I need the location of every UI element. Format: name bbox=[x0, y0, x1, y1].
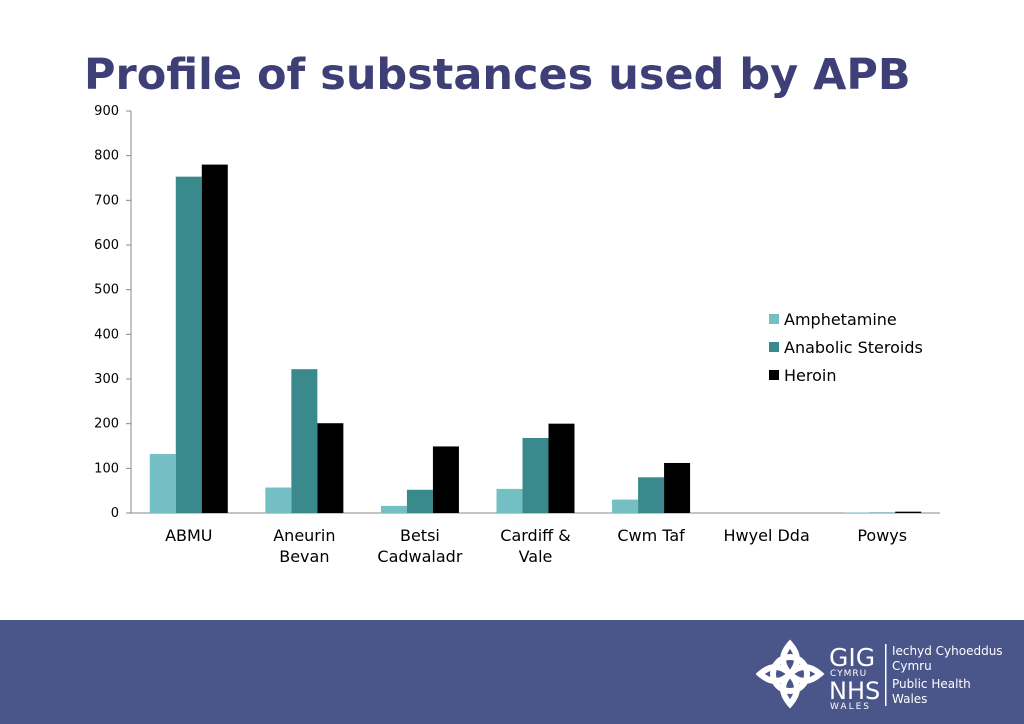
y-tick-label: 700 bbox=[94, 193, 119, 208]
logo-text-cymru: Cymru bbox=[892, 659, 932, 673]
bar-anabolic-steroids bbox=[175, 176, 202, 513]
category-label-line: Bevan bbox=[279, 547, 329, 566]
bar-heroin bbox=[317, 423, 344, 513]
bar-heroin bbox=[664, 462, 691, 513]
category-label: Hwyel Dda bbox=[724, 526, 810, 545]
logo-gig: GIG bbox=[829, 643, 875, 672]
category-label-line: ABMU bbox=[165, 526, 212, 545]
y-tick-label: 600 bbox=[94, 238, 119, 253]
legend-swatch bbox=[769, 370, 779, 380]
y-tick-label: 100 bbox=[94, 461, 119, 476]
bar-heroin bbox=[432, 446, 459, 513]
logo-text-wales: Wales bbox=[892, 692, 927, 706]
logo-wales: WALES bbox=[830, 702, 871, 712]
bar-amphetamine bbox=[612, 499, 639, 513]
footer-band bbox=[0, 620, 1024, 724]
logo-nhs: NHS bbox=[829, 677, 880, 705]
category-label-line: Cwm Taf bbox=[617, 526, 685, 545]
logo-cymru: CYMRU bbox=[830, 669, 867, 679]
bar-chart: 0 100 200 300 400 500 600 700 800 900 ABMU Aneurin… bbox=[94, 104, 940, 566]
logo-text-public-health: Public Health bbox=[892, 677, 971, 691]
category-label-line: Hwyel Dda bbox=[724, 526, 810, 545]
category-label-line: Cardiff & bbox=[500, 526, 570, 545]
bar-anabolic-steroids bbox=[406, 489, 433, 513]
legend-label: Heroin bbox=[784, 366, 836, 385]
celtic-knot-icon bbox=[756, 639, 825, 709]
category-label: Powys bbox=[857, 526, 907, 545]
public-health-wales-logo: GIG CYMRU NHS WALES Iechyd Cyhoeddus Cym… bbox=[756, 639, 1003, 712]
bar-amphetamine bbox=[380, 505, 407, 513]
logo-text-iechyd: Iechyd Cyhoeddus bbox=[892, 644, 1003, 658]
y-tick-label: 200 bbox=[94, 417, 119, 432]
bar-heroin bbox=[201, 164, 228, 513]
y-tick-label: 900 bbox=[94, 104, 119, 119]
bar-amphetamine bbox=[265, 487, 292, 513]
y-tick-label: 0 bbox=[111, 506, 119, 521]
bar-heroin bbox=[548, 423, 575, 513]
category-labels: ABMU Aneurin Bevan Betsi Cadwaladr Cardiff & V… bbox=[165, 526, 907, 566]
bar-heroin bbox=[895, 511, 922, 513]
bar-anabolic-steroids bbox=[638, 477, 665, 513]
y-tick-label: 500 bbox=[94, 283, 119, 298]
legend-label: Amphetamine bbox=[784, 310, 897, 329]
legend-swatch bbox=[769, 314, 779, 324]
bar-anabolic-steroids bbox=[291, 369, 318, 513]
category-label: Cwm Taf bbox=[617, 526, 685, 545]
bar-amphetamine bbox=[149, 454, 176, 513]
category-label: ABMU bbox=[165, 526, 212, 545]
category-label-line: Cadwaladr bbox=[377, 547, 462, 566]
category-label-line: Aneurin bbox=[273, 526, 335, 545]
category-label: Betsi Cadwaladr bbox=[377, 526, 462, 566]
slide-title: Profile of substances used by APB bbox=[84, 50, 911, 100]
legend-label: Anabolic Steroids bbox=[784, 338, 923, 357]
category-label: Cardiff & Vale bbox=[500, 526, 570, 566]
category-label-line: Betsi bbox=[400, 526, 440, 545]
y-tick-label: 300 bbox=[94, 372, 119, 387]
category-label-line: Vale bbox=[519, 547, 553, 566]
category-label-line: Powys bbox=[857, 526, 907, 545]
bar-anabolic-steroids bbox=[522, 437, 549, 513]
y-tick-label: 400 bbox=[94, 327, 119, 342]
y-tick-label: 800 bbox=[94, 149, 119, 164]
chart-legend: Amphetamine Anabolic Steroids Heroin bbox=[769, 310, 923, 385]
chart-bars bbox=[149, 164, 922, 513]
legend-swatch bbox=[769, 342, 779, 352]
category-label: Aneurin Bevan bbox=[273, 526, 335, 566]
bar-amphetamine bbox=[496, 488, 523, 513]
logo-divider bbox=[885, 644, 887, 706]
